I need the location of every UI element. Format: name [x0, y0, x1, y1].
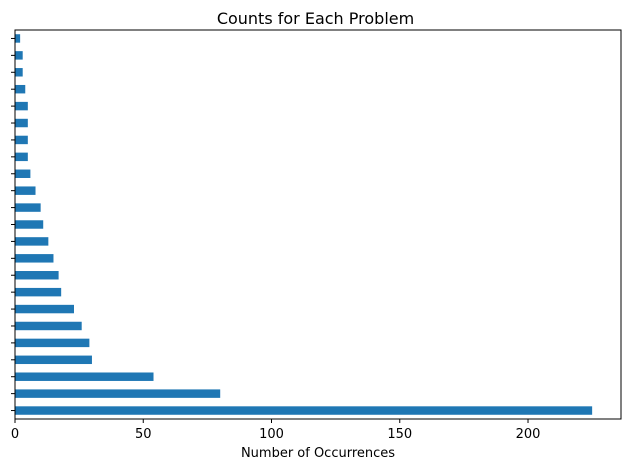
x-tick-label: 50	[135, 427, 152, 442]
x-tick-label: 200	[516, 427, 541, 442]
bar	[15, 220, 44, 229]
bar	[15, 51, 23, 60]
bar	[15, 355, 92, 365]
bar	[15, 169, 31, 178]
plot-frame	[14, 29, 622, 420]
bar	[15, 203, 41, 212]
bar	[15, 152, 28, 162]
bar	[15, 68, 23, 77]
bar	[15, 287, 62, 297]
bar	[15, 84, 26, 94]
x-ticks-group: 0 50 100 150 200	[11, 419, 541, 442]
bar	[15, 338, 90, 348]
bar	[15, 389, 221, 398]
bar	[15, 406, 593, 415]
x-tick-label: 0	[11, 427, 19, 442]
bar	[15, 118, 28, 128]
bar	[15, 186, 36, 195]
bar	[15, 135, 28, 145]
x-axis-label: Number of Occurrences	[241, 446, 395, 461]
bars-group	[11, 34, 593, 415]
bar	[15, 271, 59, 280]
x-tick-label: 150	[387, 427, 412, 442]
bar	[15, 34, 21, 43]
bar	[15, 304, 74, 314]
bar	[15, 372, 154, 381]
bar	[15, 254, 54, 263]
bar	[15, 237, 49, 246]
bar	[15, 321, 82, 331]
chart-title: Counts for Each Problem	[217, 9, 414, 28]
bar	[15, 101, 28, 111]
x-tick-label: 100	[259, 427, 284, 442]
